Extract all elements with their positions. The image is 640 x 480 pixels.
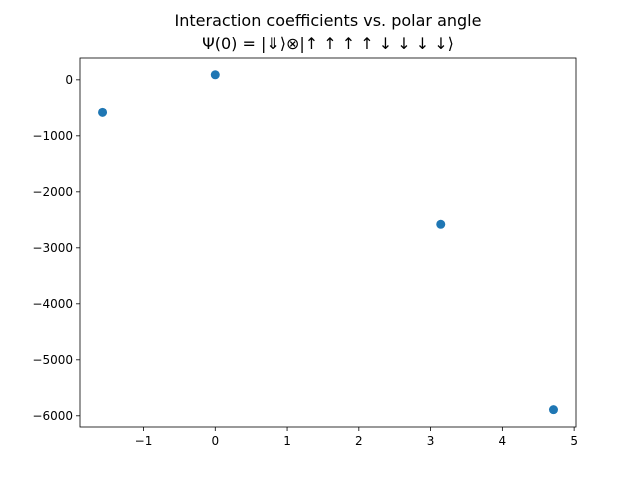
data-point — [210, 70, 220, 80]
x-tick-label: −1 — [135, 434, 153, 448]
data-point — [436, 219, 446, 229]
axes-frame — [79, 57, 577, 428]
chart-title: Interaction coefficients vs. polar angle — [175, 11, 482, 30]
plot-area: −1 0 1 2 3 4 5 0 −1000 −2000 −3000 −4000 −5000 −6000 — [32, 57, 578, 448]
data-point — [548, 405, 558, 415]
x-tick-label: 3 — [427, 434, 435, 448]
x-tick-label: 2 — [355, 434, 363, 448]
y-tick-label: −2000 — [32, 185, 73, 199]
x-tick-label: 5 — [570, 434, 578, 448]
y-tick-label: −5000 — [32, 353, 73, 367]
y-tick-label: −6000 — [32, 409, 73, 423]
data-point — [98, 107, 108, 117]
y-tick-label: −3000 — [32, 241, 73, 255]
x-tick-label: 1 — [283, 434, 291, 448]
x-tick-label: 0 — [211, 434, 219, 448]
x-tick-label: 4 — [499, 434, 507, 448]
chart-subtitle: Ψ(0) = |⇓⟩⊗|↑ ↑ ↑ ↑ ↓ ↓ ↓ ↓⟩ — [202, 34, 454, 53]
y-tick-label: −1000 — [32, 129, 73, 143]
y-tick-label: −4000 — [32, 297, 73, 311]
y-tick-label: 0 — [65, 73, 73, 87]
